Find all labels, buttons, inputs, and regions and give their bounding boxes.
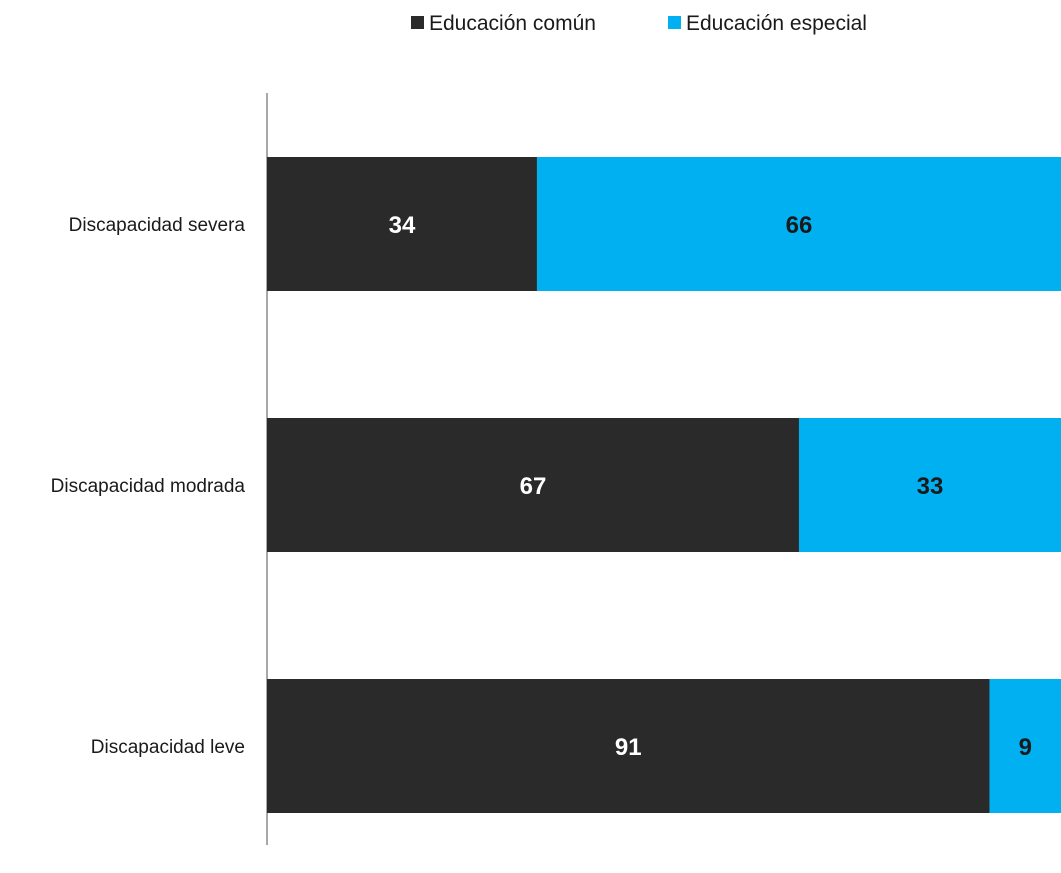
category-labels: Discapacidad severa Discapacidad modrada D… <box>51 215 246 758</box>
bar-discapacidad-severa-educacion-especial <box>536 157 1061 291</box>
bar-discapacidad-leve-educacion-especial <box>989 679 1061 813</box>
data-label-discapacidad-leve-educacion-especial: 9 <box>1019 734 1032 761</box>
data-label-discapacidad-modrada-educacion-especial: 33 <box>917 473 944 500</box>
legend-label-educacion-comun: Educación común <box>429 12 596 35</box>
category-label-discapacidad-severa: Discapacidad severa <box>69 215 246 236</box>
bar-discapacidad-modrada-educacion-comun <box>267 418 799 552</box>
data-label-discapacidad-severa-educacion-comun: 34 <box>389 212 416 239</box>
category-label-discapacidad-leve: Discapacidad leve <box>91 737 245 758</box>
legend: Educación común Educación especial <box>411 12 867 35</box>
data-label-discapacidad-modrada-educacion-comun: 67 <box>520 473 547 500</box>
bar-discapacidad-severa-educacion-comun <box>267 157 537 291</box>
category-label-discapacidad-modrada: Discapacidad modrada <box>51 476 246 497</box>
data-label-discapacidad-leve-educacion-comun: 91 <box>615 734 642 761</box>
bar-discapacidad-leve-educacion-comun <box>267 679 990 813</box>
legend-swatch-educacion-especial <box>668 16 681 29</box>
bar-discapacidad-modrada-educacion-especial <box>798 418 1061 552</box>
legend-swatch-educacion-comun <box>411 16 424 29</box>
legend-label-educacion-especial: Educación especial <box>686 12 867 35</box>
bars: 34 66 67 33 91 9 <box>267 157 1061 813</box>
data-label-discapacidad-severa-educacion-especial: 66 <box>786 212 813 239</box>
